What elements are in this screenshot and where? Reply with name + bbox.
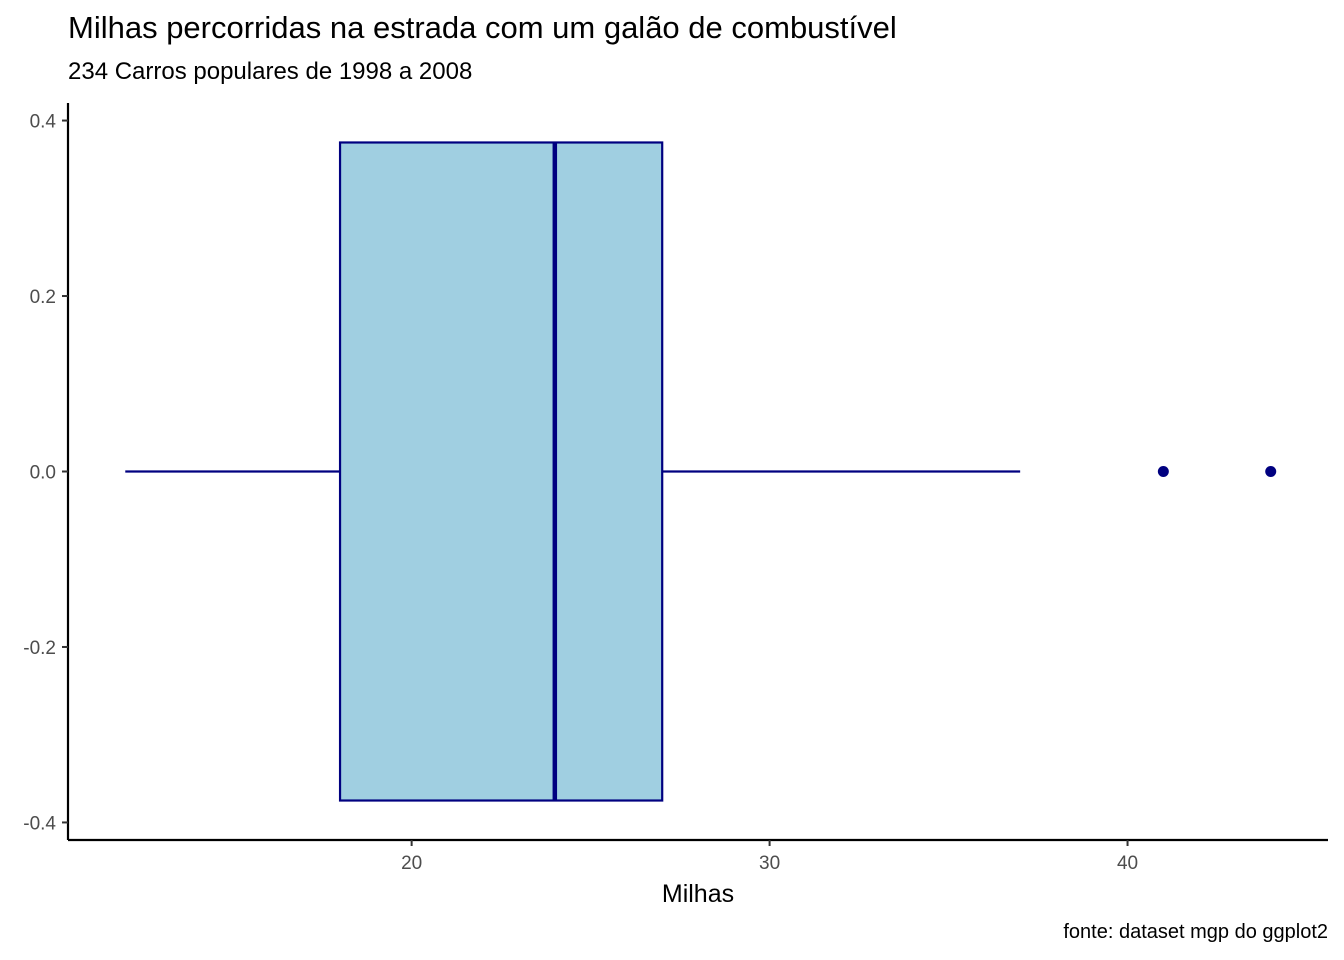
x-axis-title: Milhas: [662, 880, 734, 908]
chart-caption: fonte: dataset mgp do ggplot2: [1063, 921, 1328, 943]
y-tick-label: 0.4: [30, 112, 57, 133]
x-tick-label: 40: [1117, 853, 1138, 874]
y-axis-ticks: -0.4 -0.2 0.0 0.2 0.4: [23, 112, 68, 834]
chart-subtitle: 234 Carros populares de 1998 a 2008: [68, 58, 473, 85]
outlier-point-2: [1265, 466, 1277, 477]
y-tick-label: 0.0: [30, 463, 56, 484]
y-tick-label: -0.4: [23, 813, 56, 834]
chart-title: Milhas percorridas na estrada com um gal…: [68, 10, 897, 45]
x-tick-label: 30: [759, 853, 780, 874]
y-tick-label: -0.2: [23, 638, 56, 659]
iqr-box: [338, 141, 664, 802]
outlier-point-1: [1157, 466, 1169, 477]
y-tick-label: 0.2: [30, 287, 56, 308]
plot-marks: [125, 141, 1277, 802]
x-axis-ticks: 20 30 40: [401, 840, 1138, 874]
x-tick-label: 20: [401, 853, 422, 874]
